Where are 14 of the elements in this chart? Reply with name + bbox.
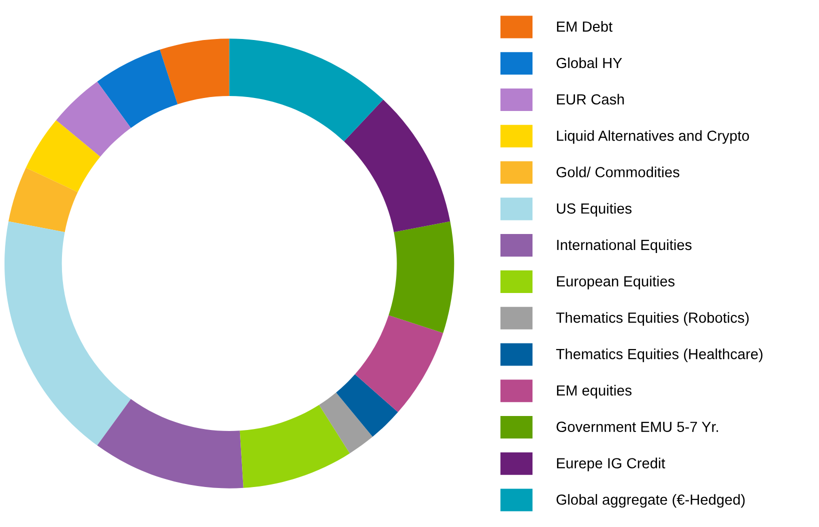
legend-label: Thematics Equities (Robotics) [556, 312, 749, 326]
legend-label: International Equities [557, 239, 692, 253]
legend-label: Global aggregate (€-Hedged) [556, 494, 745, 508]
legend-label: EM Debt [557, 21, 612, 32]
legend-label: Government EMU 5-7 Yr. [556, 422, 718, 432]
legend-label: Eurepe IG Credit [557, 458, 666, 472]
legend-label: Global HY [556, 57, 622, 68]
legend-label: European Equities [557, 276, 674, 290]
legend-label: EUR Cash [557, 94, 624, 105]
legend-label: Gold/ Commodities [556, 166, 680, 178]
legend-label: Thematics Equities (Healthcare) [556, 348, 762, 362]
legend-label: US Equities [556, 202, 632, 217]
legend-label: EM equities [557, 384, 632, 399]
legend-label: Liquid Alternatives and Crypto [557, 130, 749, 144]
